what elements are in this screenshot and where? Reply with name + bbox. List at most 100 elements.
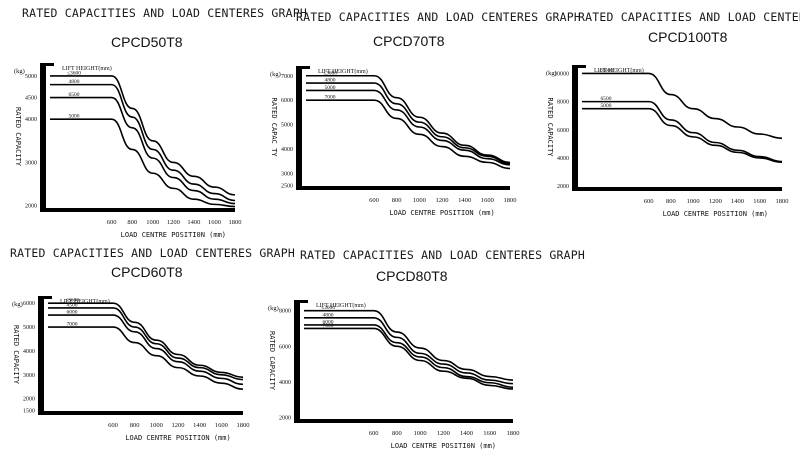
y-tick-label: 2000 (25, 204, 37, 210)
chart-title: RATED CAPACITIES AND LOAD CENTERES GRAPH (296, 10, 581, 24)
series-line (304, 324, 514, 388)
x-tick-label: 1600 (481, 197, 494, 204)
y-axis-bar (572, 65, 578, 189)
y-tick-label: 6000 (23, 301, 35, 307)
y-tick-label: 5000 (281, 123, 293, 129)
series-line (306, 82, 511, 165)
frame-top-cap (38, 296, 52, 299)
model-name: CPCD80T8 (376, 268, 448, 284)
x-tick-label: 600 (369, 197, 379, 204)
x-tick-label: 1000 (687, 198, 700, 205)
series-label: 5000 (69, 114, 80, 120)
chart-title: RATED CAPACITIES AND LOAD CENTERES GRAPH (10, 246, 295, 260)
y-axis-label: RATED CAPACITY (12, 325, 20, 385)
x-tick-label: 1600 (483, 430, 496, 437)
x-tick-label: 1600 (753, 198, 766, 205)
frame-top-cap (572, 65, 586, 68)
y-tick-label: 4500 (25, 96, 37, 102)
lift-height-header: LIFT HEIGHT(mm) (318, 68, 368, 75)
unit-label: (kg) (14, 68, 25, 75)
x-tick-label: 1000 (414, 430, 427, 437)
chart-title: RATED CAPACITIES AND LOAD CENTERES GRAPH (22, 6, 307, 20)
x-tick-label: 1800 (237, 422, 250, 429)
x-axis-label: LOAD CENTRE POSITION (mm) (125, 434, 230, 442)
model-name: CPCD70T8 (373, 33, 445, 49)
x-tick-label: 800 (392, 430, 402, 437)
series-line (306, 74, 511, 164)
lift-height-header: LIFT HEIGHT(mm) (60, 298, 110, 305)
unit-label: (kg) (546, 70, 557, 77)
x-tick-label: 1400 (731, 198, 744, 205)
series-line (48, 314, 244, 386)
chart-title: RATED CAPACITIES AND LOAD CENTERES GRAPH (300, 248, 585, 262)
x-tick-label: 1200 (167, 219, 180, 226)
x-tick-label: 1000 (413, 197, 426, 204)
frame-top-cap (294, 300, 308, 303)
x-tick-label: 1600 (208, 219, 221, 226)
series-label: 7000 (323, 323, 334, 329)
x-axis-bar (572, 187, 782, 191)
y-tick-label: 5000 (25, 74, 37, 80)
x-tick-label: 800 (392, 197, 402, 204)
series-line (50, 96, 236, 205)
y-tick-label: 3000 (25, 160, 37, 166)
series-label: ≤4000 (599, 68, 613, 74)
x-tick-label: 1800 (504, 197, 517, 204)
lift-height-header: LIFT HEIGHT(mm) (594, 67, 644, 74)
series-label: ≤3600 (321, 305, 335, 311)
series-label: 4500 (67, 302, 78, 308)
series-line (582, 107, 783, 164)
y-axis-bar (38, 296, 44, 413)
y-tick-label: 6000 (557, 128, 569, 134)
series-label: 6500 (69, 92, 80, 98)
y-axis-label: RATED CAPACITY (546, 97, 554, 157)
x-axis-label: LOAD CENTRE POSITI0N (mm) (121, 231, 226, 239)
series-line (582, 72, 783, 140)
y-tick-label: 3000 (281, 171, 293, 177)
x-tick-label: 1400 (458, 197, 471, 204)
y-axis-label: RATED CAPAC TY (270, 97, 278, 157)
lift-height-header: LIFT HEIGHT(mm) (62, 65, 112, 72)
lift-height-header: LIFT HEIGHT(mm) (316, 302, 366, 309)
frame-top-cap (40, 63, 54, 66)
x-tick-label: 600 (369, 430, 379, 437)
x-tick-label: 1000 (146, 219, 159, 226)
y-tick-label: 4000 (557, 156, 569, 162)
series-line (48, 302, 244, 378)
x-tick-label: 1200 (172, 422, 185, 429)
y-tick-label: 2000 (557, 184, 569, 190)
y-axis-bar (40, 63, 46, 210)
series-line (306, 99, 511, 170)
series-label: 4800 (69, 79, 80, 85)
model-name: CPCD60T8 (111, 264, 183, 280)
x-tick-label: 1600 (215, 422, 228, 429)
series-line (48, 326, 244, 390)
series-label: 7000 (325, 95, 336, 101)
model-name: CPCD50T8 (111, 34, 183, 50)
unit-label: (kg) (268, 305, 279, 312)
series-line (48, 307, 244, 381)
x-tick-label: 1400 (187, 219, 200, 226)
y-tick-label: 7000 (281, 74, 293, 80)
series-label: ≤3600 (67, 70, 81, 76)
y-tick-label: 10000 (554, 71, 569, 77)
series-label: 5000 (601, 103, 612, 109)
series-line (304, 316, 514, 385)
x-tick-label: 800 (130, 422, 140, 429)
y-tick-label: 1500 (23, 409, 35, 415)
unit-label: (kg) (12, 301, 23, 308)
x-tick-label: 1200 (709, 198, 722, 205)
x-tick-label: 800 (666, 198, 676, 205)
series-label: ≤3600 (65, 298, 79, 304)
series-label: 6000 (323, 319, 334, 325)
chart-title: RATED CAPACITIES AND LOAD CENTERES GRAPH (578, 10, 800, 24)
y-tick-label: 5000 (23, 325, 35, 331)
y-tick-label: 4000 (279, 380, 291, 386)
y-tick-label: 8000 (557, 100, 569, 106)
series-line (306, 89, 511, 166)
unit-label: (kg) (270, 71, 281, 78)
x-tick-label: 1200 (437, 430, 450, 437)
series-label: 4800 (323, 312, 334, 318)
